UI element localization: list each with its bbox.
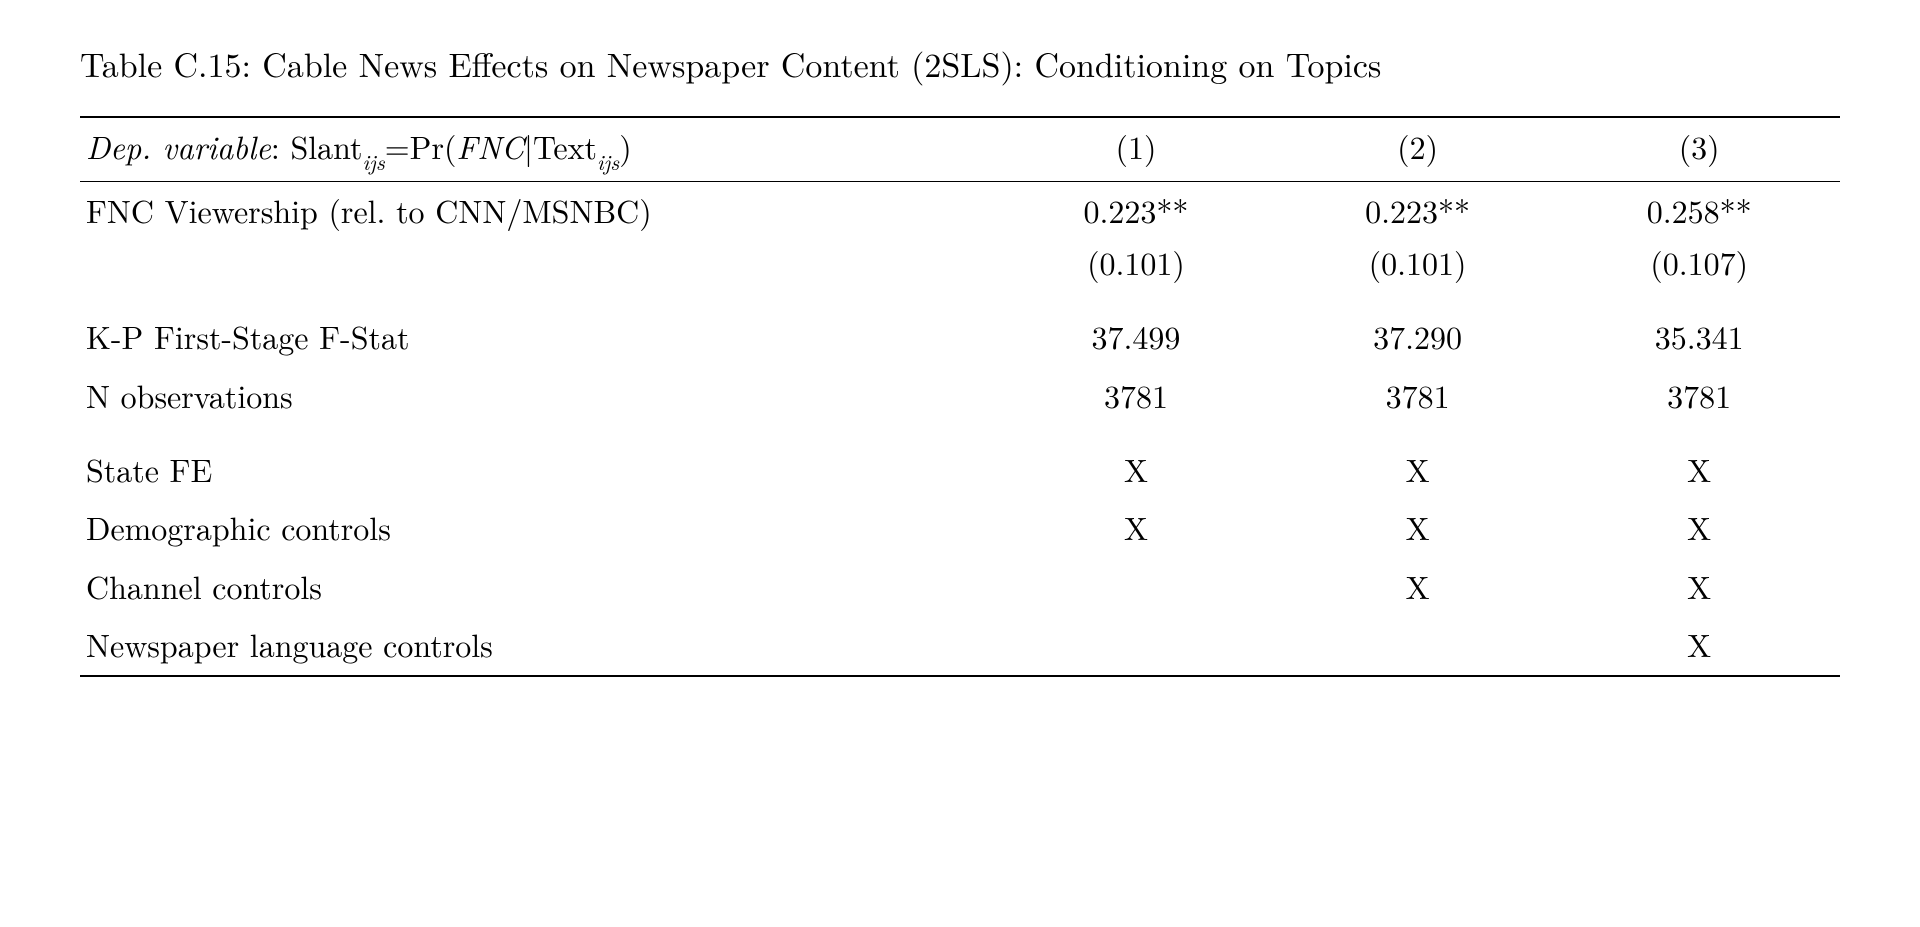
statefe-label: State FE [80, 441, 995, 499]
nobs-c3: 3781 [1558, 367, 1840, 425]
lang-label: Newspaper language controls [80, 616, 995, 675]
fnc-viewership-row: FNC Viewership (rel. to CNN/MSNBC) 0.223… [80, 181, 1840, 240]
chan-c3: X [1558, 558, 1840, 616]
fnc-viewership-c1: 0.223** [995, 181, 1277, 240]
demo-label: Demographic controls [80, 499, 995, 557]
fnc-se-c3: (0.107) [1558, 240, 1840, 292]
col-header-2: (2) [1277, 117, 1559, 181]
fstat-c3: 35.341 [1558, 308, 1840, 366]
dep-formula-mid: =Pr( [385, 124, 457, 169]
spacer-1 [80, 292, 1840, 308]
fnc-se-c1: (0.101) [995, 240, 1277, 292]
demo-c3: X [1558, 499, 1840, 557]
demo-c2: X [1277, 499, 1559, 557]
nobs-row: N observations 3781 3781 3781 [80, 367, 1840, 425]
fnc-se-label [80, 240, 995, 292]
chan-c2: X [1277, 558, 1559, 616]
dep-sub2: ijs [597, 147, 619, 177]
lang-c2 [1277, 616, 1559, 675]
chan-label: Channel controls [80, 558, 995, 616]
col-header-1: (1) [995, 117, 1277, 181]
demo-c1: X [995, 499, 1277, 557]
statefe-c3: X [1558, 441, 1840, 499]
fnc-viewership-label: FNC Viewership (rel. to CNN/MSNBC) [80, 181, 995, 240]
chan-row: Channel controls X X [80, 558, 1840, 616]
lang-c3: X [1558, 616, 1840, 675]
fnc-se-row: (0.101) (0.101) (0.107) [80, 240, 1840, 292]
statefe-c2: X [1277, 441, 1559, 499]
dep-variable-header: Dep. variable: Slantijs=Pr(FNC|Textijs) [80, 117, 995, 181]
demo-row: Demographic controls X X X [80, 499, 1840, 557]
statefe-row: State FE X X X [80, 441, 1840, 499]
table-caption: Table C.15: Cable News Effects on Newspa… [80, 40, 1840, 88]
dep-formula-pre: : Slant [271, 124, 363, 169]
fstat-label: K-P First-Stage F-Stat [80, 308, 995, 366]
lang-row: Newspaper language controls X [80, 616, 1840, 675]
header-row: Dep. variable: Slantijs=Pr(FNC|Textijs) … [80, 117, 1840, 181]
fnc-viewership-c2: 0.223** [1277, 181, 1559, 240]
regression-table: Dep. variable: Slantijs=Pr(FNC|Textijs) … [80, 116, 1840, 677]
fnc-viewership-c3: 0.258** [1558, 181, 1840, 240]
fstat-c2: 37.290 [1277, 308, 1559, 366]
chan-c1 [995, 558, 1277, 616]
col-header-3: (3) [1558, 117, 1840, 181]
fstat-row: K-P First-Stage F-Stat 37.499 37.290 35.… [80, 308, 1840, 366]
dep-formula-mid2: |Text [524, 124, 597, 169]
dep-label: Dep. variable [86, 124, 271, 169]
dep-formula-post: ) [619, 124, 631, 169]
dep-sub1: ijs [363, 147, 385, 177]
nobs-label: N observations [80, 367, 995, 425]
statefe-c1: X [995, 441, 1277, 499]
fnc-se-c2: (0.101) [1277, 240, 1559, 292]
lang-c1 [995, 616, 1277, 675]
nobs-c1: 3781 [995, 367, 1277, 425]
spacer-2 [80, 425, 1840, 441]
fstat-c1: 37.499 [995, 308, 1277, 366]
dep-fnc: FNC [456, 124, 524, 169]
nobs-c2: 3781 [1277, 367, 1559, 425]
